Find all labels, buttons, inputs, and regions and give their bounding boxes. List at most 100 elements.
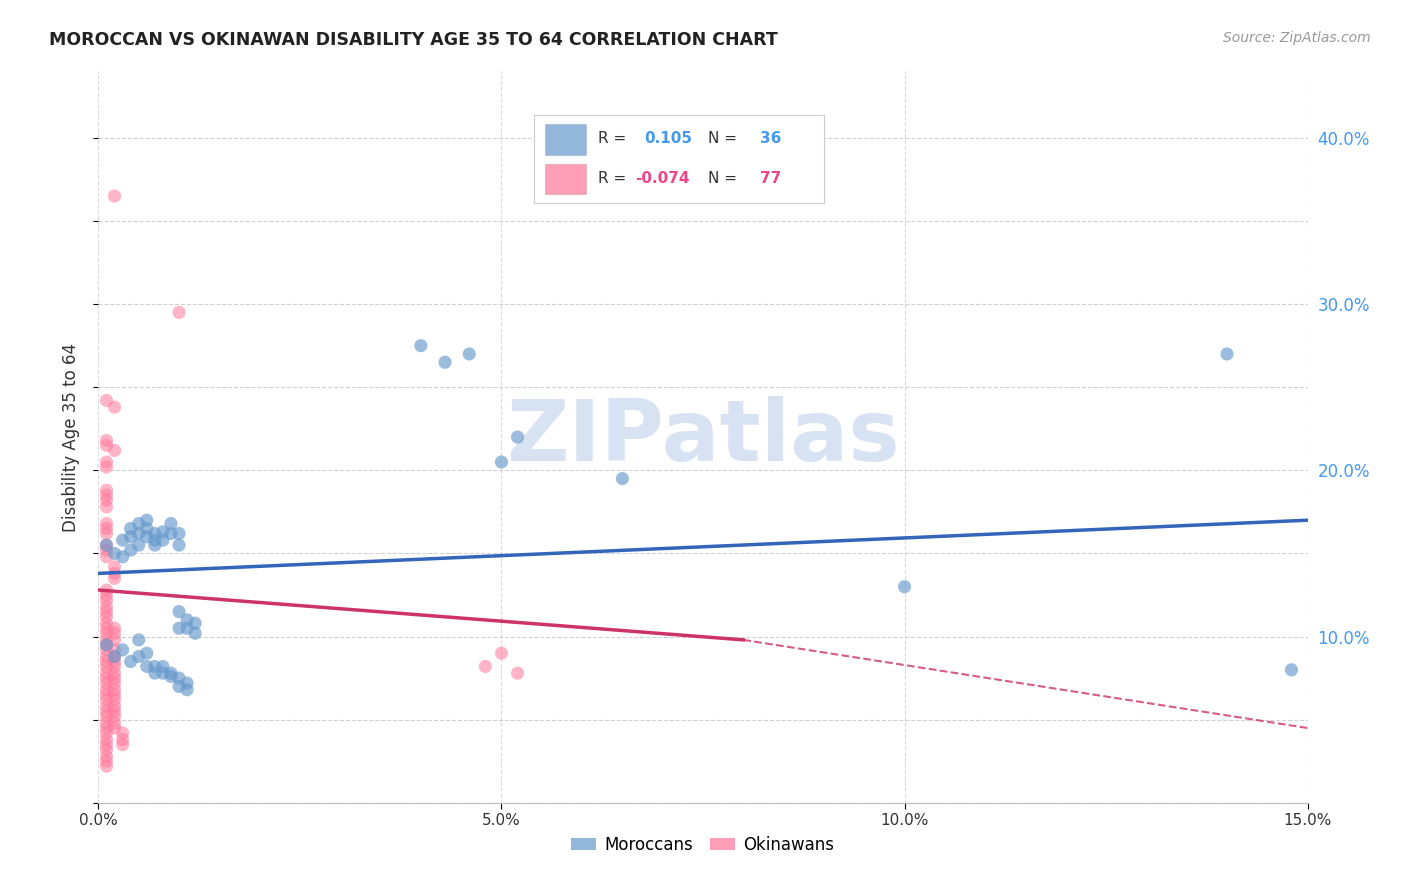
Point	[96, 754, 118, 768]
Point	[409, 338, 432, 352]
Point	[103, 559, 125, 574]
Point	[103, 632, 125, 647]
Point	[96, 588, 118, 602]
Point	[103, 643, 125, 657]
Point	[96, 655, 118, 669]
Point	[96, 521, 118, 535]
Point	[96, 516, 118, 531]
Point	[96, 676, 118, 690]
Point	[96, 493, 118, 508]
Point	[103, 571, 125, 585]
Point	[103, 621, 125, 635]
Point	[167, 305, 190, 319]
Point	[103, 692, 125, 706]
Point	[103, 655, 125, 669]
Point	[103, 666, 125, 681]
Point	[143, 533, 166, 548]
Point	[96, 671, 118, 685]
Point	[96, 643, 118, 657]
Point	[96, 682, 118, 697]
Point	[135, 646, 157, 660]
Point	[143, 659, 166, 673]
Point	[103, 566, 125, 581]
Point	[128, 526, 150, 541]
Point	[160, 516, 183, 531]
Text: ZIPatlas: ZIPatlas	[506, 395, 900, 479]
Point	[103, 659, 125, 673]
Point	[96, 726, 118, 740]
Point	[474, 659, 496, 673]
Point	[491, 646, 513, 660]
Point	[96, 738, 118, 752]
Point	[143, 538, 166, 552]
Point	[96, 488, 118, 502]
Point	[1281, 663, 1303, 677]
Point	[167, 526, 190, 541]
Point	[96, 732, 118, 747]
Point	[1216, 347, 1239, 361]
Point	[111, 738, 134, 752]
Point	[103, 682, 125, 697]
Point	[103, 721, 125, 735]
Point	[111, 533, 134, 548]
Point	[103, 443, 125, 458]
Point	[167, 671, 190, 685]
Point	[176, 676, 198, 690]
Point	[96, 582, 118, 597]
Point	[103, 626, 125, 640]
Point	[167, 605, 190, 619]
Point	[160, 526, 183, 541]
Y-axis label: Disability Age 35 to 64: Disability Age 35 to 64	[62, 343, 80, 532]
Point	[111, 732, 134, 747]
Point	[103, 546, 125, 560]
Point	[96, 688, 118, 702]
Point	[96, 742, 118, 756]
Point	[152, 666, 174, 681]
Point	[96, 616, 118, 631]
Point	[96, 626, 118, 640]
Point	[152, 533, 174, 548]
Point	[96, 605, 118, 619]
Point	[506, 666, 529, 681]
Point	[120, 655, 142, 669]
Point	[176, 621, 198, 635]
Point	[893, 580, 915, 594]
Point	[96, 759, 118, 773]
Point	[111, 643, 134, 657]
Point	[96, 593, 118, 607]
Point	[96, 659, 118, 673]
Point	[96, 526, 118, 541]
Point	[96, 549, 118, 564]
Point	[103, 189, 125, 203]
Point	[96, 438, 118, 452]
Text: MOROCCAN VS OKINAWAN DISABILITY AGE 35 TO 64 CORRELATION CHART: MOROCCAN VS OKINAWAN DISABILITY AGE 35 T…	[49, 31, 778, 49]
Point	[128, 516, 150, 531]
Point	[103, 649, 125, 664]
Point	[103, 709, 125, 723]
Point	[103, 676, 125, 690]
Point	[96, 649, 118, 664]
Point	[143, 666, 166, 681]
Point	[506, 430, 529, 444]
Point	[96, 638, 118, 652]
Point	[135, 530, 157, 544]
Point	[120, 530, 142, 544]
Point	[96, 455, 118, 469]
Text: Source: ZipAtlas.com: Source: ZipAtlas.com	[1223, 31, 1371, 45]
Point	[176, 613, 198, 627]
Point	[135, 521, 157, 535]
Point	[111, 549, 134, 564]
Point	[612, 472, 634, 486]
Point	[103, 716, 125, 731]
Point	[96, 460, 118, 475]
Point	[96, 692, 118, 706]
Point	[96, 621, 118, 635]
Point	[103, 671, 125, 685]
Point	[167, 680, 190, 694]
Point	[96, 632, 118, 647]
Point	[103, 688, 125, 702]
Point	[103, 649, 125, 664]
Point	[167, 538, 190, 552]
Point	[96, 721, 118, 735]
Point	[96, 500, 118, 514]
